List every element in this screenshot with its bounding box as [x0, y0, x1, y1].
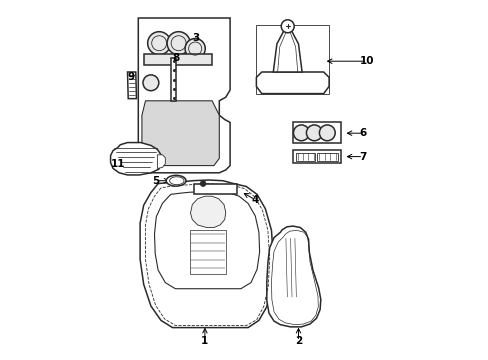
Circle shape — [200, 181, 205, 186]
Circle shape — [293, 125, 309, 141]
Polygon shape — [157, 155, 165, 168]
Circle shape — [306, 125, 322, 141]
Text: 7: 7 — [359, 152, 366, 162]
Text: 11: 11 — [110, 159, 125, 169]
Text: 6: 6 — [359, 128, 366, 138]
Text: 3: 3 — [192, 33, 199, 43]
Polygon shape — [127, 72, 136, 99]
Polygon shape — [273, 29, 302, 72]
Polygon shape — [142, 101, 219, 166]
Text: 4: 4 — [251, 195, 259, 205]
Polygon shape — [171, 58, 176, 101]
Polygon shape — [292, 122, 340, 143]
Text: 1: 1 — [201, 336, 208, 346]
Polygon shape — [138, 18, 230, 173]
Polygon shape — [194, 184, 237, 194]
Polygon shape — [266, 226, 320, 327]
Text: 5: 5 — [152, 176, 160, 186]
Polygon shape — [110, 143, 162, 175]
Polygon shape — [256, 72, 328, 94]
Text: 10: 10 — [359, 56, 373, 66]
Circle shape — [167, 32, 190, 55]
Text: 2: 2 — [294, 336, 302, 346]
Circle shape — [185, 39, 205, 59]
Ellipse shape — [166, 175, 185, 186]
Polygon shape — [190, 196, 225, 228]
Circle shape — [281, 20, 294, 33]
Polygon shape — [144, 54, 212, 65]
Circle shape — [319, 125, 335, 141]
Polygon shape — [140, 180, 273, 328]
Circle shape — [147, 32, 170, 55]
Polygon shape — [292, 150, 340, 163]
Circle shape — [142, 75, 159, 91]
Text: 9: 9 — [127, 72, 134, 82]
Text: 8: 8 — [172, 53, 180, 63]
